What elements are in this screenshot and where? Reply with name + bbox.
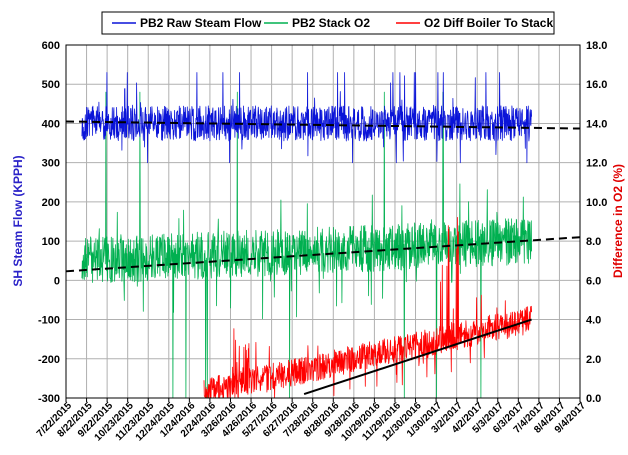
legend-label: PB2 Stack O2 bbox=[292, 16, 370, 30]
series-layer bbox=[81, 72, 532, 399]
legend-entry-steam-flow: PB2 Raw Steam Flow bbox=[112, 16, 262, 30]
legend-label: PB2 Raw Steam Flow bbox=[140, 16, 262, 30]
right-tick-label: 8.0 bbox=[586, 236, 601, 248]
left-tick-label: 300 bbox=[42, 158, 60, 170]
series-stack-o2-line bbox=[81, 91, 532, 399]
trendline-steam-flow bbox=[65, 120, 581, 130]
legend-entry-o2-diff: O2 Diff Boiler To Stack bbox=[396, 16, 553, 30]
left-axis-title: SH Steam Flow (KPPH) bbox=[11, 155, 25, 286]
legend-entry-stack-o2: PB2 Stack O2 bbox=[264, 16, 370, 30]
left-tick-label: -300 bbox=[38, 393, 60, 405]
right-tick-label: 10.0 bbox=[586, 197, 607, 209]
left-tick-label: -200 bbox=[38, 354, 60, 366]
right-tick-label: 6.0 bbox=[586, 275, 601, 287]
legend-box bbox=[101, 11, 555, 35]
left-axis-ticks: 600 500 400 300 200 100 0 -100 -200 -300 bbox=[38, 40, 60, 405]
trendline-layer bbox=[65, 120, 581, 396]
left-tick-label: -100 bbox=[38, 315, 60, 327]
left-tick-label: 200 bbox=[42, 197, 60, 209]
legend: PB2 Raw Steam Flow PB2 Stack O2 O2 Diff Bo… bbox=[101, 11, 555, 35]
left-tick-label: 100 bbox=[42, 236, 60, 248]
right-tick-label: 4.0 bbox=[586, 315, 601, 327]
right-tick-label: 0.0 bbox=[586, 393, 601, 405]
right-tick-label: 18.0 bbox=[586, 40, 607, 52]
right-tick-label: 12.0 bbox=[586, 158, 607, 170]
left-tick-label: 600 bbox=[42, 40, 60, 52]
left-tick-label: 400 bbox=[42, 118, 60, 130]
plot-area-border bbox=[65, 44, 581, 399]
right-axis-title: Difference in O2 (%) bbox=[611, 164, 625, 278]
grid bbox=[66, 45, 580, 398]
right-tick-label: 16.0 bbox=[586, 79, 607, 91]
left-tick-label: 500 bbox=[42, 79, 60, 91]
right-tick-label: 2.0 bbox=[586, 354, 601, 366]
right-axis-ticks: 18.0 16.0 14.0 12.0 10.0 8.0 6.0 4.0 2.0 0.0 bbox=[586, 40, 607, 405]
series-o2-diff-line bbox=[203, 216, 532, 399]
trendline-o2-diff bbox=[303, 318, 532, 396]
series-steam-flow-line bbox=[81, 72, 532, 164]
right-tick-label: 14.0 bbox=[586, 118, 607, 130]
legend-label: O2 Diff Boiler To Stack bbox=[424, 16, 553, 30]
left-tick-label: 0 bbox=[54, 275, 60, 287]
trendline-stack-o2 bbox=[65, 236, 581, 273]
